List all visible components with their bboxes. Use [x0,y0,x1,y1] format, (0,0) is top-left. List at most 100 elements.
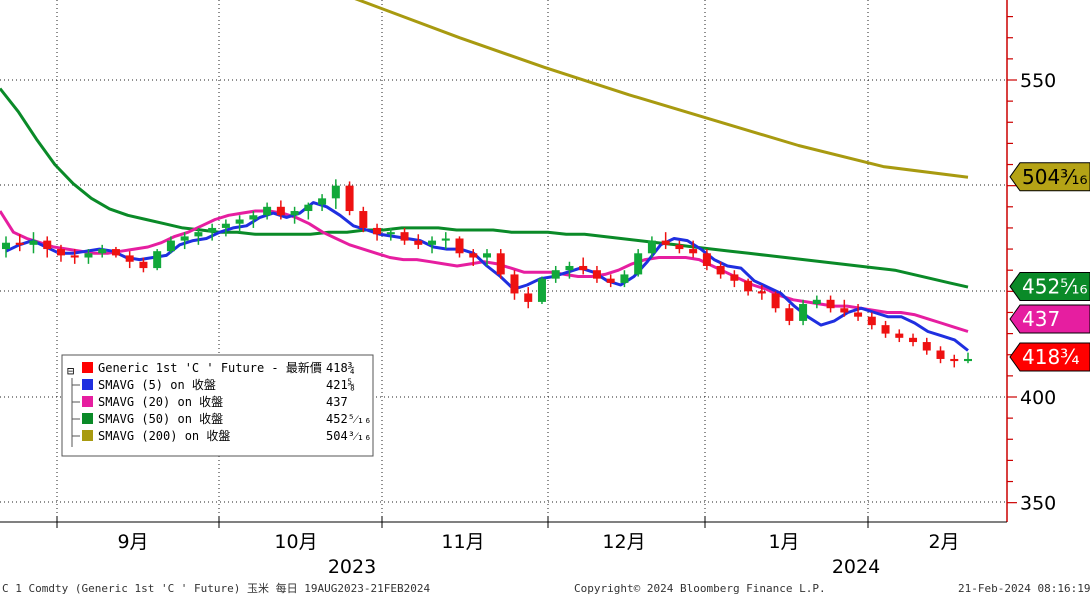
year-label: 2023 [328,556,376,578]
candle-body [826,299,835,309]
candle-body [15,242,24,245]
candle-body [166,240,175,252]
candle-body [964,358,972,362]
candle-body [716,265,725,275]
candle-body [84,253,93,258]
price-tag-bg [1009,271,1090,301]
candle-body [785,308,794,321]
candle-body [56,249,65,256]
legend-label: SMAVG (5) on 收盤 [98,378,216,392]
candle-body [895,333,904,338]
candle-body [414,240,423,245]
footer: C 1 Comdty (Generic 1st 'C ' Future) 玉米 … [2,581,1090,595]
price-tag-label: 418¾ [1022,345,1080,369]
price-tag-label: 504³⁄₁₆ [1022,165,1088,189]
candle-body [98,249,107,254]
legend-label: SMAVG (200) on 收盤 [98,429,230,443]
legend-swatch [82,362,93,373]
candle-body [702,253,711,266]
candle-body [125,255,134,262]
y-tick-label: 550 [1020,70,1056,92]
legend-label: Generic 1st 'C ' Future - 最新價 [98,360,322,375]
candle-body [771,293,780,309]
candle-body [537,278,546,302]
legend-collapse-icon[interactable]: ⊟ [67,364,74,378]
legend-value: 504³⁄₁₆ [326,429,371,443]
candle-body [606,278,615,283]
candlesticks [2,179,972,368]
candle-body [634,253,643,275]
candle-body [331,185,340,199]
candle-body [730,274,739,281]
price-tag-label: 452⁵⁄₁₆ [1022,274,1088,298]
price-tag-bg [1009,342,1090,372]
price-tag: 452⁵⁄₁₆ [1009,271,1090,301]
candle-body [441,238,450,241]
candle-body [345,185,354,212]
candle-body [812,299,821,305]
month-label: 9月 [117,531,148,553]
candle-body [661,240,670,245]
candle-body [208,227,217,233]
candle-body [799,304,808,321]
candle-body [359,211,368,228]
candle-body [483,253,491,258]
legend-swatch [82,413,93,424]
footer-left: C 1 Comdty (Generic 1st 'C ' Future) 玉米 … [2,581,430,595]
candle-body [400,232,409,241]
candle-body [455,238,464,254]
legend-value: 421⅝ [326,378,355,392]
candle-body [647,240,656,254]
candle-body [950,358,959,362]
month-label: 1月 [768,531,799,553]
candle-body [386,232,395,235]
candle-body [221,223,230,228]
legend-value: 452⁵⁄₁₆ [326,412,371,426]
ma-line [354,0,969,179]
candle-body [551,270,560,279]
candle-body [592,270,601,279]
candle-body [153,251,162,269]
candle-body [565,265,574,271]
candle-body [428,240,437,245]
candle-body [840,308,849,313]
price-tag-label: 437 [1022,307,1060,331]
candle-body [689,249,698,254]
candle-body [194,232,203,237]
y-axis: 350 400 550 [1006,0,1056,522]
candle-body [620,274,629,283]
legend-swatch [82,430,93,441]
candle-body [263,206,272,216]
month-label: 11月 [441,531,484,553]
candle-body [757,291,766,294]
candle-body [524,293,533,302]
candle-body [922,342,931,351]
price-tag: 437 [1009,304,1090,334]
legend: ⊟ Generic 1st 'C ' Future - 最新價 418¾ SMAVG … [61,354,374,457]
y-tick-label: 400 [1020,387,1056,409]
ma-line [0,87,969,289]
ma-line [5,201,969,352]
price-tags: 504³⁄₁₆ 452⁵⁄₁₆ 437 418¾ [1009,162,1090,372]
footer-timestamp: 21-Feb-2024 08:16:19 [958,582,1090,595]
candle-body [867,316,876,326]
candle-body [29,240,38,245]
candle-body [881,325,890,334]
candle-body [510,274,519,294]
candle-body [496,253,505,275]
candle-body [249,215,258,220]
month-label: 2月 [928,531,959,553]
candle-body [318,198,327,205]
candle-body [304,204,313,212]
legend-label: SMAVG (20) on 收盤 [98,395,223,409]
year-label: 2024 [832,556,880,578]
legend-label: SMAVG (50) on 收盤 [98,412,223,426]
candle-body [373,227,382,235]
legend-swatch [82,396,93,407]
candle-body [854,312,863,317]
candle-body [675,244,684,250]
candle-body [111,249,120,256]
candle-body [235,219,244,224]
candle-body [180,236,189,241]
price-tag-bg [1009,304,1090,334]
